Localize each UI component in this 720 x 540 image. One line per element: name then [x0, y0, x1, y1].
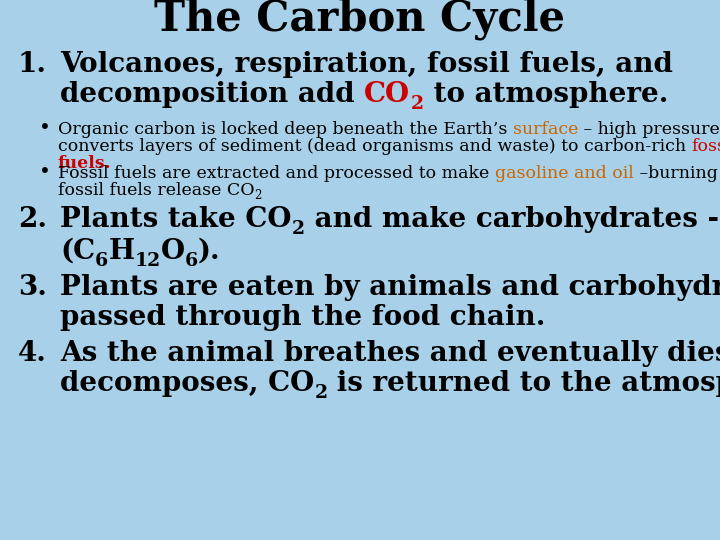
- Text: decomposition add: decomposition add: [60, 81, 364, 108]
- Text: ).: ).: [198, 238, 220, 265]
- Text: 2: 2: [255, 190, 262, 202]
- Text: Plants take CO: Plants take CO: [60, 206, 292, 233]
- Text: fossil fuels release CO: fossil fuels release CO: [58, 182, 255, 199]
- Text: –burning: –burning: [634, 165, 717, 182]
- Text: passed through the food chain.: passed through the food chain.: [60, 304, 545, 331]
- Text: 4.: 4.: [18, 340, 47, 367]
- Text: CO: CO: [364, 81, 410, 108]
- Text: fossil: fossil: [692, 138, 720, 155]
- Text: – high pressure: – high pressure: [578, 121, 720, 138]
- Text: 6: 6: [185, 252, 198, 270]
- Text: 1.: 1.: [18, 51, 47, 78]
- Text: surface: surface: [513, 121, 578, 138]
- Text: H: H: [108, 238, 135, 265]
- Text: fuels.: fuels.: [58, 155, 112, 172]
- Text: (C: (C: [60, 238, 95, 265]
- Text: •: •: [39, 119, 51, 138]
- Text: Fossil fuels are extracted and processed to make: Fossil fuels are extracted and processed…: [58, 165, 495, 182]
- Text: 12: 12: [135, 252, 161, 270]
- Text: The Carbon Cycle: The Carbon Cycle: [155, 0, 565, 39]
- Text: to atmosphere.: to atmosphere.: [423, 81, 668, 108]
- Text: 2: 2: [314, 384, 328, 402]
- Text: 2: 2: [292, 220, 305, 238]
- Text: Plants are eaten by animals and carbohydrates are: Plants are eaten by animals and carbohyd…: [60, 274, 720, 301]
- Text: O: O: [161, 238, 185, 265]
- Text: •: •: [39, 163, 51, 182]
- Text: and make carbohydrates - glucose: and make carbohydrates - glucose: [305, 206, 720, 233]
- Text: As the animal breathes and eventually dies and: As the animal breathes and eventually di…: [60, 340, 720, 367]
- Text: 2: 2: [410, 95, 423, 113]
- Text: 6: 6: [95, 252, 108, 270]
- Text: 2.: 2.: [18, 206, 47, 233]
- Text: is returned to the atmosphere.: is returned to the atmosphere.: [328, 370, 720, 397]
- Text: Volcanoes, respiration, fossil fuels, and: Volcanoes, respiration, fossil fuels, an…: [60, 51, 673, 78]
- Text: decomposes, CO: decomposes, CO: [60, 370, 314, 397]
- Text: converts layers of sediment (dead organisms and waste) to carbon-rich: converts layers of sediment (dead organi…: [58, 138, 692, 155]
- Text: 3.: 3.: [18, 274, 47, 301]
- Text: gasoline and oil: gasoline and oil: [495, 165, 634, 182]
- Text: Organic carbon is locked deep beneath the Earth’s: Organic carbon is locked deep beneath th…: [58, 121, 513, 138]
